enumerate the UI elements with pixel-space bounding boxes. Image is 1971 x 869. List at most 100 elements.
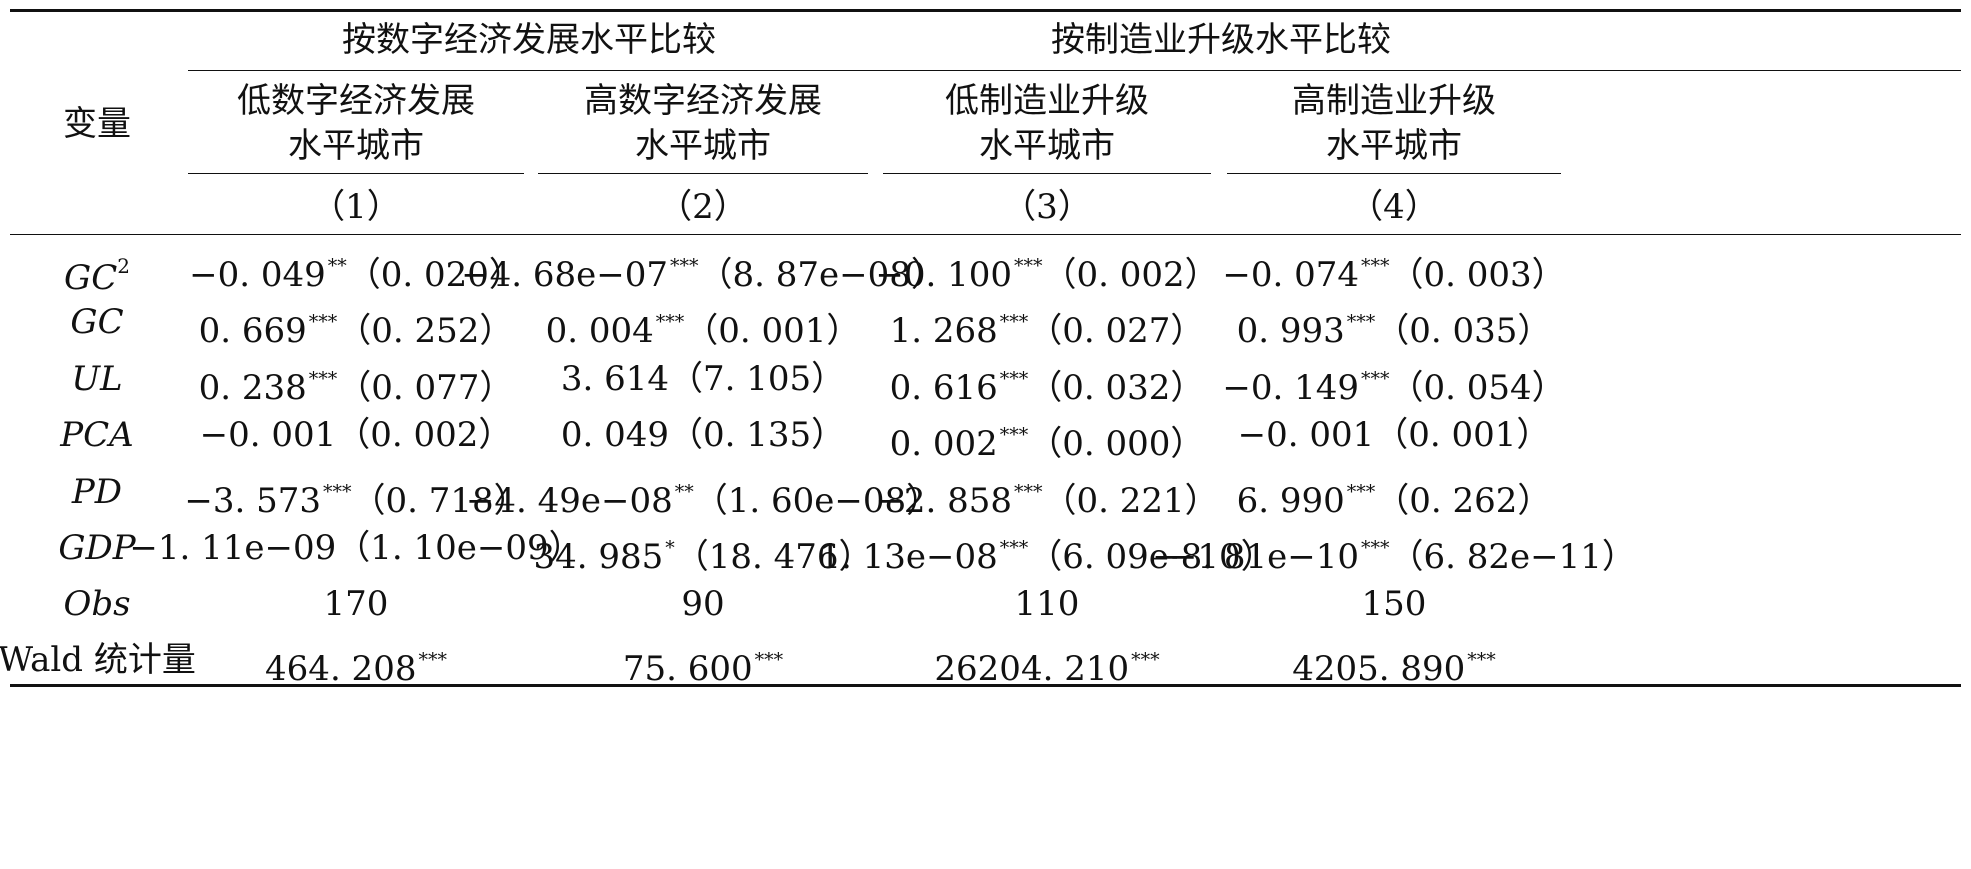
column-header-2-line1: 高数字经济发展 [584, 81, 822, 121]
table-cell: 0. 002 ***（0. 000） [890, 415, 1205, 464]
table-cell: 4205. 890 *** [1292, 640, 1496, 689]
coefficient-value: −0. 100 [875, 255, 1012, 295]
coefficient-value: −2. 858 [875, 481, 1012, 521]
significance-stars: *** [1360, 537, 1390, 559]
significance-stars: *** [754, 649, 784, 671]
standard-error: （0. 002） [336, 415, 513, 455]
coefficient-value: 4205. 890 [1292, 649, 1466, 689]
standard-error: （1. 60e−08） [693, 481, 941, 521]
coefficient-value: 75. 600 [622, 649, 753, 689]
row-variable-name: PD [71, 472, 123, 512]
standard-error: （0. 054） [1389, 368, 1566, 408]
table-cell: −3. 573 ***（0. 718） [184, 472, 527, 521]
coefficient-value: 6. 990 [1236, 481, 1345, 521]
significance-stars: * [665, 537, 675, 559]
row-variable-name: GC [70, 302, 124, 342]
standard-error: （0. 718） [351, 481, 528, 521]
table-cell: 464. 208 *** [265, 640, 447, 689]
standard-error: （6. 09e−10） [1028, 537, 1275, 577]
row-variable-name: PCA [60, 415, 134, 455]
coefficient-value: 150 [1361, 584, 1427, 624]
coefficient-value: −0. 149 [1222, 368, 1359, 408]
coefficient-value: −3. 573 [184, 481, 321, 521]
coefficient-value: −1. 11e−09 [129, 528, 337, 568]
coefficient-value: 90 [681, 584, 725, 624]
significance-stars: *** [1131, 649, 1160, 671]
group-rule [188, 70, 1961, 71]
table-cell: 170 [324, 584, 389, 624]
coefficient-value: −8. 81e−10 [1152, 537, 1359, 577]
row-variable-name: GDP [58, 528, 136, 568]
standard-error: （8. 87e−08） [698, 255, 945, 295]
standard-error: （6. 82e−11） [1389, 537, 1636, 577]
column-header-4-line1: 高制造业升级 [1292, 81, 1496, 121]
top-rule [10, 9, 1961, 12]
column-header-3-line1: 低制造业升级 [945, 81, 1149, 121]
significance-stars: *** [1013, 255, 1043, 277]
row-label: Wald 统计量 [0, 640, 196, 680]
coefficient-value: 464. 208 [265, 649, 417, 689]
table-cell: −4. 68e−07 ***（8. 87e−08） [461, 246, 945, 295]
column-number-2: （2） [658, 187, 748, 227]
significance-stars: *** [418, 649, 447, 671]
table-cell: 90 [681, 584, 724, 624]
table-cell: −8. 81e−10 ***（6. 82e−11） [1152, 528, 1636, 577]
column-number-1: （1） [311, 187, 401, 227]
row-label: GC [70, 302, 123, 342]
table-cell: 110 [1015, 584, 1080, 624]
row-label: GC2 [64, 246, 130, 298]
standard-error: （0. 221） [1042, 481, 1219, 521]
standard-error: （0. 000） [1028, 424, 1205, 464]
column-number-4: （4） [1349, 187, 1439, 227]
header-bottom-rule [10, 234, 1961, 235]
group-header-digital-economy: 按数字经济发展水平比较 [342, 20, 716, 60]
coefficient-value: 0. 002 [889, 424, 998, 464]
significance-stars: *** [308, 311, 338, 333]
table-cell: −0. 001（0. 001） [1238, 415, 1551, 455]
significance-stars: *** [1467, 649, 1496, 671]
column-rule-1 [188, 173, 524, 174]
significance-stars: ** [327, 255, 347, 277]
significance-stars: *** [1013, 481, 1043, 503]
column-header-1-line1: 低数字经济发展 [237, 81, 475, 121]
table-cell: 6. 990 ***（0. 262） [1237, 472, 1552, 521]
row-variable-name: Obs [63, 584, 131, 624]
coefficient-value: −4. 68e−07 [461, 255, 668, 295]
table-cell: 0. 616 ***（0. 032） [890, 359, 1205, 408]
coefficient-value: −0. 074 [1222, 255, 1359, 295]
table-cell: 0. 238 ***（0. 077） [199, 359, 514, 408]
column-header-3-line2: 水平城市 [979, 126, 1115, 166]
standard-error: （0. 035） [1375, 311, 1552, 351]
row-label: PD [72, 472, 122, 512]
table-cell: 1. 268 ***（0. 027） [890, 302, 1205, 351]
coefficient-value: −0. 049 [189, 255, 326, 295]
table-cell: 3. 614（7. 105） [561, 359, 845, 399]
coefficient-value: 0. 049 [560, 415, 669, 455]
table-cell: −0. 149 ***（0. 054） [1222, 359, 1565, 408]
row-variable-name: UL [71, 359, 123, 399]
column-rule-2 [538, 173, 868, 174]
table-cell: −4. 49e−08 **（1. 60e−08） [466, 472, 940, 521]
column-header-2-line2: 水平城市 [635, 126, 771, 166]
significance-stars: *** [999, 368, 1029, 390]
table-cell: 34. 985 *（18. 476） [533, 528, 872, 577]
table-cell: 1. 13e−08 ***（6. 09e−10） [819, 528, 1274, 577]
significance-stars: *** [999, 424, 1029, 446]
coefficient-value: 0. 993 [1236, 311, 1345, 351]
table-cell: 0. 669 ***（0. 252） [199, 302, 514, 351]
coefficient-value: −4. 49e−08 [465, 481, 673, 521]
standard-error: （0. 001） [1374, 415, 1551, 455]
coefficient-value: 0. 669 [198, 311, 307, 351]
row-variable-exponent: 2 [117, 254, 130, 278]
row-label: Obs [63, 584, 130, 624]
significance-stars: *** [1360, 368, 1390, 390]
row-variable-name: GC [64, 258, 118, 298]
significance-stars: *** [1346, 481, 1376, 503]
standard-error: （0. 135） [669, 415, 846, 455]
standard-error: （18. 476） [674, 537, 873, 577]
table-cell: −1. 11e−09（1. 10e−09） [129, 528, 582, 568]
column-number-3: （3） [1002, 187, 1092, 227]
table-cell: 75. 600 *** [623, 640, 783, 689]
significance-stars: *** [322, 481, 352, 503]
table-cell: 150 [1362, 584, 1427, 624]
